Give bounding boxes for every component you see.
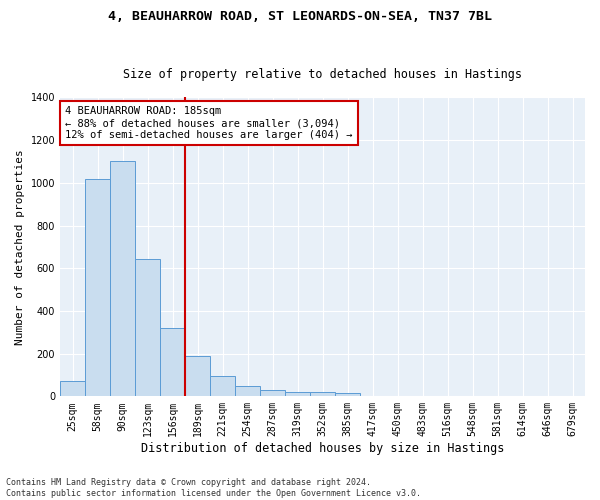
- Y-axis label: Number of detached properties: Number of detached properties: [15, 149, 25, 345]
- Text: 4, BEAUHARROW ROAD, ST LEONARDS-ON-SEA, TN37 7BL: 4, BEAUHARROW ROAD, ST LEONARDS-ON-SEA, …: [108, 10, 492, 23]
- Bar: [210, 376, 235, 396]
- Bar: [335, 393, 360, 396]
- Bar: [60, 382, 85, 396]
- Text: Contains HM Land Registry data © Crown copyright and database right 2024.
Contai: Contains HM Land Registry data © Crown c…: [6, 478, 421, 498]
- Text: 4 BEAUHARROW ROAD: 185sqm
← 88% of detached houses are smaller (3,094)
12% of se: 4 BEAUHARROW ROAD: 185sqm ← 88% of detac…: [65, 106, 353, 140]
- Bar: [185, 356, 210, 397]
- Bar: [310, 392, 335, 396]
- X-axis label: Distribution of detached houses by size in Hastings: Distribution of detached houses by size …: [141, 442, 504, 455]
- Bar: [135, 258, 160, 396]
- Bar: [160, 328, 185, 396]
- Bar: [110, 162, 135, 396]
- Bar: [85, 178, 110, 396]
- Title: Size of property relative to detached houses in Hastings: Size of property relative to detached ho…: [123, 68, 522, 81]
- Bar: [285, 392, 310, 396]
- Bar: [235, 386, 260, 396]
- Bar: [260, 390, 285, 396]
